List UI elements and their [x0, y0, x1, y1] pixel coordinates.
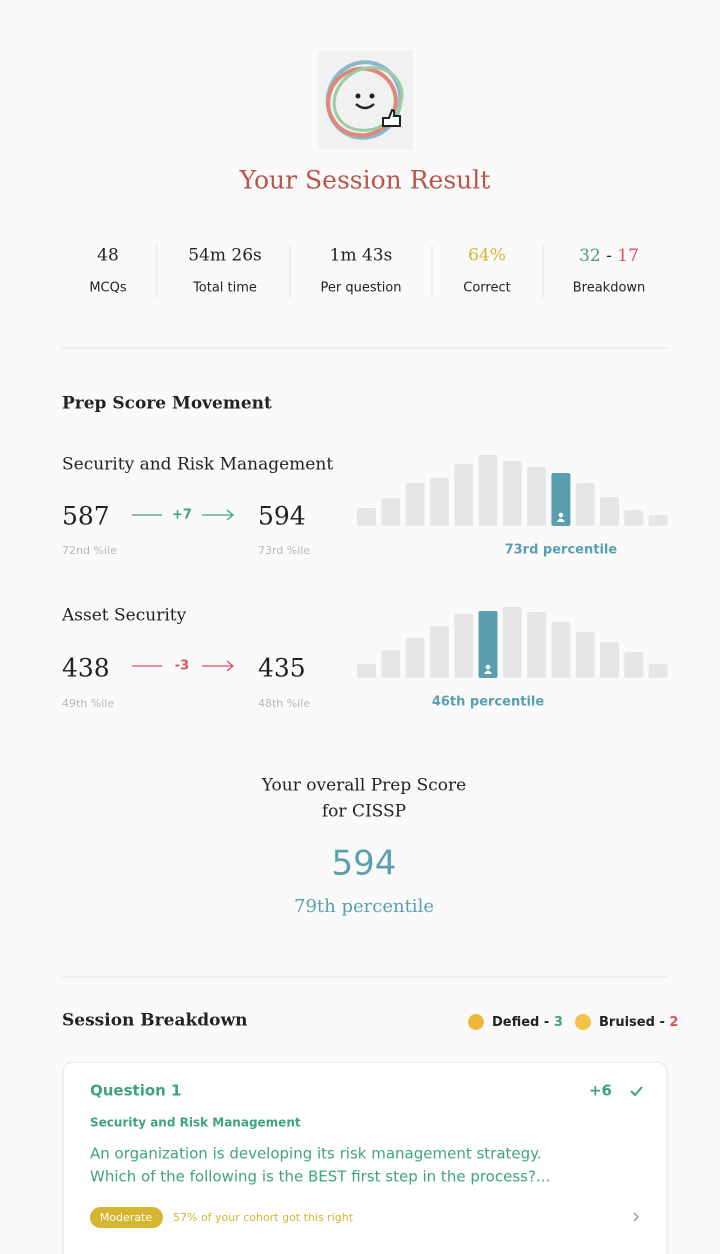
stat-label: Correct — [463, 281, 510, 296]
percentile-before: 72nd %ile — [62, 544, 117, 557]
score-after: 435 — [258, 654, 306, 683]
logo — [318, 50, 413, 150]
bar — [429, 478, 449, 526]
question-title: Question 1 — [90, 1082, 182, 1100]
percentile-after: 48th %ile — [258, 697, 310, 710]
overall-heading: Your overall Prep Score — [261, 776, 466, 796]
bar — [648, 664, 668, 678]
distribution-chart: 73rd percentile — [357, 455, 668, 558]
incorrect-count: 17 — [617, 246, 639, 266]
question-text: An organization is developing its risk m… — [90, 1145, 542, 1163]
bar — [357, 508, 376, 526]
bar — [600, 497, 619, 526]
tallies: Defied - 3 Bruised - 2 — [468, 1014, 678, 1030]
stat-value: 64% — [468, 246, 506, 266]
bar — [527, 612, 547, 678]
user-icon — [556, 518, 565, 522]
user-icon — [485, 664, 491, 670]
stat-label: Breakdown — [573, 281, 646, 296]
tally-count: 2 — [669, 1015, 678, 1030]
score-before: 438 — [62, 654, 110, 683]
score-change: +7 — [172, 508, 192, 523]
user-icon — [558, 512, 564, 518]
bar — [624, 510, 644, 526]
question-topic: Security and Risk Management — [90, 1116, 301, 1130]
percentile-label: 46th percentile — [432, 695, 545, 710]
bar — [648, 515, 668, 526]
subject-row: Asset Security 438 49th %ile -3 435 48th… — [61, 606, 310, 711]
user-icon — [484, 670, 492, 674]
bar — [357, 664, 376, 678]
bar — [405, 483, 425, 526]
question-card[interactable]: Question 1 +6 Security and Risk Manageme… — [62, 1061, 668, 1254]
bar — [429, 626, 449, 678]
separator: - — [606, 246, 612, 266]
stat-value: 1m 43s — [330, 246, 393, 266]
subject-name: Asset Security — [61, 606, 187, 626]
bar — [454, 464, 474, 526]
bar — [624, 652, 644, 678]
overall-percentile: 79th percentile — [294, 896, 434, 917]
tally-label: Bruised — [599, 1015, 655, 1030]
bar — [502, 461, 522, 526]
breakdown-value: 32 - 17 — [579, 246, 639, 266]
score-after: 594 — [258, 502, 306, 531]
your-bar — [478, 611, 498, 678]
stat-value: 54m 26s — [188, 246, 262, 266]
bar — [575, 483, 595, 526]
tally-count: 3 — [554, 1015, 563, 1030]
cohort-note: 57% of your cohort got this right — [173, 1211, 354, 1224]
overall-heading: for CISSP — [322, 802, 406, 822]
tally: Bruised - 2 — [599, 1015, 678, 1030]
bar — [502, 607, 522, 678]
percentile-label: 73rd percentile — [505, 543, 618, 558]
score-change: -3 — [175, 659, 189, 674]
question-change: +6 — [589, 1082, 612, 1100]
subject-name: Security and Risk Management — [62, 455, 333, 475]
separator: - — [544, 1015, 549, 1030]
bar — [600, 642, 619, 678]
section-title: Prep Score Movement — [62, 394, 272, 414]
stat-label: MCQs — [89, 281, 127, 296]
bar — [405, 638, 425, 678]
bar — [381, 650, 401, 678]
section-title: Session Breakdown — [62, 1011, 247, 1031]
bar — [575, 632, 595, 678]
question-text: Which of the following is the BEST first… — [90, 1168, 550, 1186]
subject-row: Security and Risk Management 587 72nd %i… — [62, 455, 333, 558]
percentile-before: 49th %ile — [62, 697, 114, 710]
page-title: Your Session Result — [239, 166, 491, 195]
bar — [381, 498, 401, 526]
score-before: 587 — [62, 502, 110, 531]
stat-value: 48 — [97, 246, 119, 266]
separator: - — [659, 1015, 664, 1030]
bar — [527, 467, 547, 526]
percentile-after: 73rd %ile — [258, 544, 310, 557]
correct-count: 32 — [579, 246, 601, 266]
chevron — [633, 1212, 640, 1222]
difficulty-pill: Moderate — [100, 1211, 153, 1224]
bar — [454, 614, 474, 678]
distribution-chart: 46th percentile — [357, 607, 668, 710]
stat-label: Per question — [320, 281, 401, 296]
bar — [478, 455, 498, 526]
tally-label: Defied — [492, 1015, 539, 1030]
stats-row: 48 MCQs 54m 26s Total time 1m 43s Per qu… — [89, 245, 645, 298]
tally: Defied - 3 — [492, 1015, 563, 1030]
bar — [551, 622, 571, 678]
check-icon — [630, 1086, 643, 1097]
stat-label: Total time — [192, 281, 257, 296]
overall-score: 594 — [332, 844, 397, 884]
your-bar — [551, 473, 571, 526]
